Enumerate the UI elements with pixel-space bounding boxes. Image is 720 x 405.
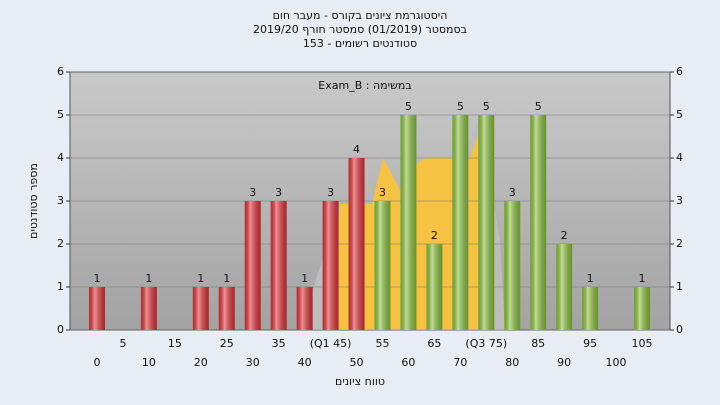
y-tick-label: 4 [57, 151, 64, 164]
bar-shine [270, 201, 287, 330]
chart-subtitle: בסמסטר (01/2019) סמסטר חורף 2019/20 [253, 23, 467, 36]
y2-tick-label: 1 [676, 280, 683, 293]
annotation: Exam_B : במשימה [318, 79, 411, 92]
bar-shine [452, 115, 469, 330]
x-tick-label: 30 [246, 356, 260, 369]
y2-tick-label: 0 [676, 323, 683, 336]
x-tick-label: 55 [375, 337, 389, 350]
data-label: 3 [275, 186, 282, 199]
data-label: 1 [223, 272, 230, 285]
data-label: 2 [561, 229, 568, 242]
y-tick-label: 5 [57, 108, 64, 121]
data-label: 1 [639, 272, 646, 285]
x-tick-label: 95 [583, 337, 597, 350]
bar-shine [244, 201, 261, 330]
bar-shine [478, 115, 495, 330]
x-tick-label: 15 [168, 337, 182, 350]
y2-tick-label: 4 [676, 151, 683, 164]
chart-subtitle: סטודנטים רשומים - 153 [303, 37, 417, 50]
x-tick-label: 70 [453, 356, 467, 369]
x-tick-label: 100 [606, 356, 627, 369]
bar-shine [89, 287, 105, 330]
x-tick-label: 40 [298, 356, 312, 369]
bar-shine [192, 287, 209, 330]
x-tick-label: 25 [220, 337, 234, 350]
y2-tick-label: 5 [676, 108, 683, 121]
data-label: 3 [327, 186, 334, 199]
data-label: 4 [353, 143, 360, 156]
data-label: 1 [197, 272, 204, 285]
bar-shine [348, 158, 365, 330]
x-tick-label: 50 [350, 356, 364, 369]
bar-shine [400, 115, 417, 330]
x-tick-label: 65 [427, 337, 441, 350]
bar-shine [322, 201, 339, 330]
y-tick-label: 1 [57, 280, 64, 293]
bar-shine [530, 115, 547, 330]
x-tick-label: (Q1 45) [310, 337, 352, 350]
bar-shine [426, 244, 443, 330]
bar-shine [140, 287, 157, 330]
chart-title: היסטוגרמת ציונים בקורס - מעבר חום [273, 9, 448, 22]
data-label: 3 [249, 186, 256, 199]
y-tick-label: 2 [57, 237, 64, 250]
data-label: 1 [587, 272, 594, 285]
bar-shine [374, 201, 391, 330]
data-label: 5 [405, 100, 412, 113]
data-label: 1 [94, 272, 101, 285]
data-label: 3 [509, 186, 516, 199]
x-tick-label: 85 [531, 337, 545, 350]
x-tick-label: 90 [557, 356, 571, 369]
x-tick-label: 105 [632, 337, 653, 350]
bar-shine [582, 287, 599, 330]
y-tick-label: 3 [57, 194, 64, 207]
x-axis-label: טווח ציונים [335, 375, 385, 388]
bar-shine [504, 201, 521, 330]
x-tick-label: 5 [119, 337, 126, 350]
data-label: 1 [301, 272, 308, 285]
data-label: 5 [535, 100, 542, 113]
x-tick-label: 35 [272, 337, 286, 350]
data-label: 5 [483, 100, 490, 113]
bar-shine [634, 287, 650, 330]
x-tick-label: 0 [94, 356, 101, 369]
bar-shine [296, 287, 313, 330]
x-tick-label: 20 [194, 356, 208, 369]
y2-tick-label: 3 [676, 194, 683, 207]
data-label: 1 [145, 272, 152, 285]
y-axis-label: מספר סטודנטים [27, 163, 40, 239]
data-label: 2 [431, 229, 438, 242]
bar-shine [218, 287, 235, 330]
data-label: 5 [457, 100, 464, 113]
y-tick-label: 6 [57, 65, 64, 78]
y-tick-label: 0 [57, 323, 64, 336]
data-label: 3 [379, 186, 386, 199]
bar-shine [556, 244, 573, 330]
y2-tick-label: 2 [676, 237, 683, 250]
y2-tick-label: 6 [676, 65, 683, 78]
x-tick-label: (Q3 75) [465, 337, 507, 350]
x-tick-label: 10 [142, 356, 156, 369]
x-tick-label: 60 [401, 356, 415, 369]
x-tick-label: 80 [505, 356, 519, 369]
